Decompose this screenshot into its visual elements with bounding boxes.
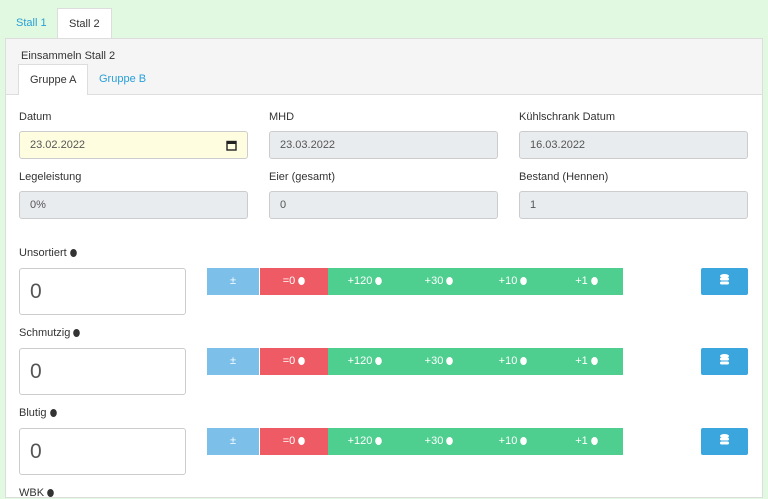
count-button[interactable]: +10 <box>476 268 550 295</box>
row-label: Unsortiert <box>19 247 77 259</box>
tab[interactable]: Stall 1 <box>16 17 47 29</box>
field-label: Datum <box>19 111 52 123</box>
count-button[interactable]: +120 <box>328 348 402 375</box>
field-label: MHD <box>269 111 295 123</box>
count-button[interactable]: +30 <box>402 268 476 295</box>
save-button[interactable] <box>701 268 748 295</box>
egg-icon <box>446 437 454 445</box>
egg-icon <box>298 277 306 285</box>
field-input[interactable]: 23.02.2022 <box>19 131 248 159</box>
count-input[interactable]: 0 <box>19 348 186 395</box>
tab-active[interactable]: Stall 2 <box>57 8 112 39</box>
egg-icon <box>590 437 598 445</box>
row-label: Schmutzig <box>19 327 81 339</box>
count-button[interactable]: +120 <box>328 428 402 455</box>
field-input: 0 <box>269 191 498 219</box>
egg-icon <box>520 357 528 365</box>
count-button[interactable]: =0 <box>260 268 328 295</box>
count-button[interactable]: +1 <box>550 428 623 455</box>
egg-icon <box>375 277 383 285</box>
field-input: 1 <box>519 191 748 219</box>
egg-icon <box>49 409 57 417</box>
save-button[interactable] <box>701 348 748 375</box>
field-input: 0% <box>19 191 248 219</box>
egg-icon <box>73 329 81 337</box>
field-label: Bestand (Hennen) <box>519 171 609 183</box>
egg-icon <box>375 437 383 445</box>
count-button[interactable]: +120 <box>328 268 402 295</box>
subtab-active[interactable]: Gruppe A <box>18 64 89 95</box>
panel-title: Einsammeln Stall 2 <box>21 50 116 62</box>
count-button[interactable]: +1 <box>550 348 623 375</box>
database-icon <box>720 274 729 285</box>
egg-icon <box>375 357 383 365</box>
subtab[interactable]: Gruppe B <box>99 73 147 85</box>
count-button[interactable]: +30 <box>402 428 476 455</box>
count-button[interactable]: +10 <box>476 348 550 375</box>
save-button[interactable] <box>701 428 748 455</box>
egg-icon <box>590 277 598 285</box>
field-input: 16.03.2022 <box>519 131 748 159</box>
database-icon <box>720 354 729 365</box>
egg-icon <box>69 249 77 257</box>
count-button[interactable]: ± <box>207 268 259 295</box>
count-input[interactable]: 0 <box>19 268 186 315</box>
egg-icon <box>446 357 454 365</box>
calendar-icon <box>226 140 237 151</box>
count-button[interactable]: ± <box>207 428 259 455</box>
count-button[interactable]: +30 <box>402 348 476 375</box>
egg-icon <box>520 277 528 285</box>
row-label: Blutig <box>19 407 57 419</box>
field-label: Kühlschrank Datum <box>519 111 615 123</box>
count-button[interactable]: ± <box>207 348 259 375</box>
field-input: 23.03.2022 <box>269 131 498 159</box>
count-button[interactable]: +10 <box>476 428 550 455</box>
field-label: Eier (gesamt) <box>269 171 336 183</box>
field-label: Legeleistung <box>19 171 82 183</box>
count-button[interactable]: =0 <box>260 348 328 375</box>
database-icon <box>720 434 729 445</box>
row-label: WBK <box>19 487 54 499</box>
count-button[interactable]: =0 <box>260 428 328 455</box>
panel-header <box>5 38 763 95</box>
egg-icon <box>298 437 306 445</box>
count-button[interactable]: +1 <box>550 268 623 295</box>
egg-icon <box>590 357 598 365</box>
egg-icon <box>520 437 528 445</box>
egg-icon <box>298 357 306 365</box>
egg-icon <box>446 277 454 285</box>
count-input[interactable]: 0 <box>19 428 186 475</box>
